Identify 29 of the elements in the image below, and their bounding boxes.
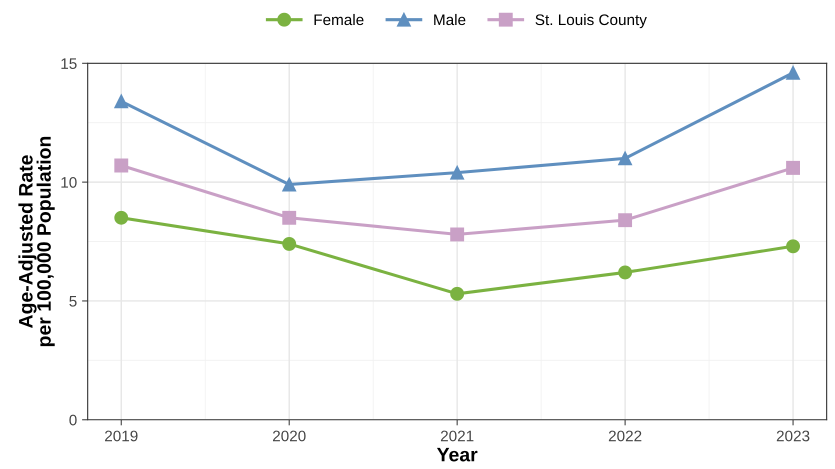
point xyxy=(282,178,296,192)
point xyxy=(114,94,128,108)
y-tick-label: 5 xyxy=(69,296,77,307)
x-tick-label: 2021 xyxy=(440,430,474,442)
point xyxy=(786,239,800,254)
point xyxy=(282,236,296,251)
y-tick-label: 10 xyxy=(61,176,77,188)
legend-label: Female xyxy=(314,14,364,26)
point xyxy=(282,210,296,225)
point xyxy=(786,66,800,80)
point xyxy=(786,160,800,175)
point xyxy=(450,227,464,242)
y-tick-label: 0 xyxy=(69,414,77,426)
point xyxy=(618,213,632,228)
point xyxy=(618,151,632,166)
x-tick-label: 2019 xyxy=(105,430,138,442)
x-tick-label: 2020 xyxy=(272,430,306,442)
point xyxy=(114,210,128,225)
point xyxy=(450,166,464,180)
point xyxy=(618,265,632,280)
legend-label: Male xyxy=(434,14,466,26)
x-axis-title: Year xyxy=(436,448,478,462)
point xyxy=(114,158,128,172)
point xyxy=(450,286,464,301)
legend-label: St. Louis County xyxy=(536,14,647,28)
y-tick-label: 15 xyxy=(61,58,77,69)
x-tick-label: 2022 xyxy=(608,430,642,442)
y-axis-title: Age-Adjusted Rate per 100,000 Population xyxy=(18,136,55,346)
x-tick-label: 2023 xyxy=(776,430,810,442)
